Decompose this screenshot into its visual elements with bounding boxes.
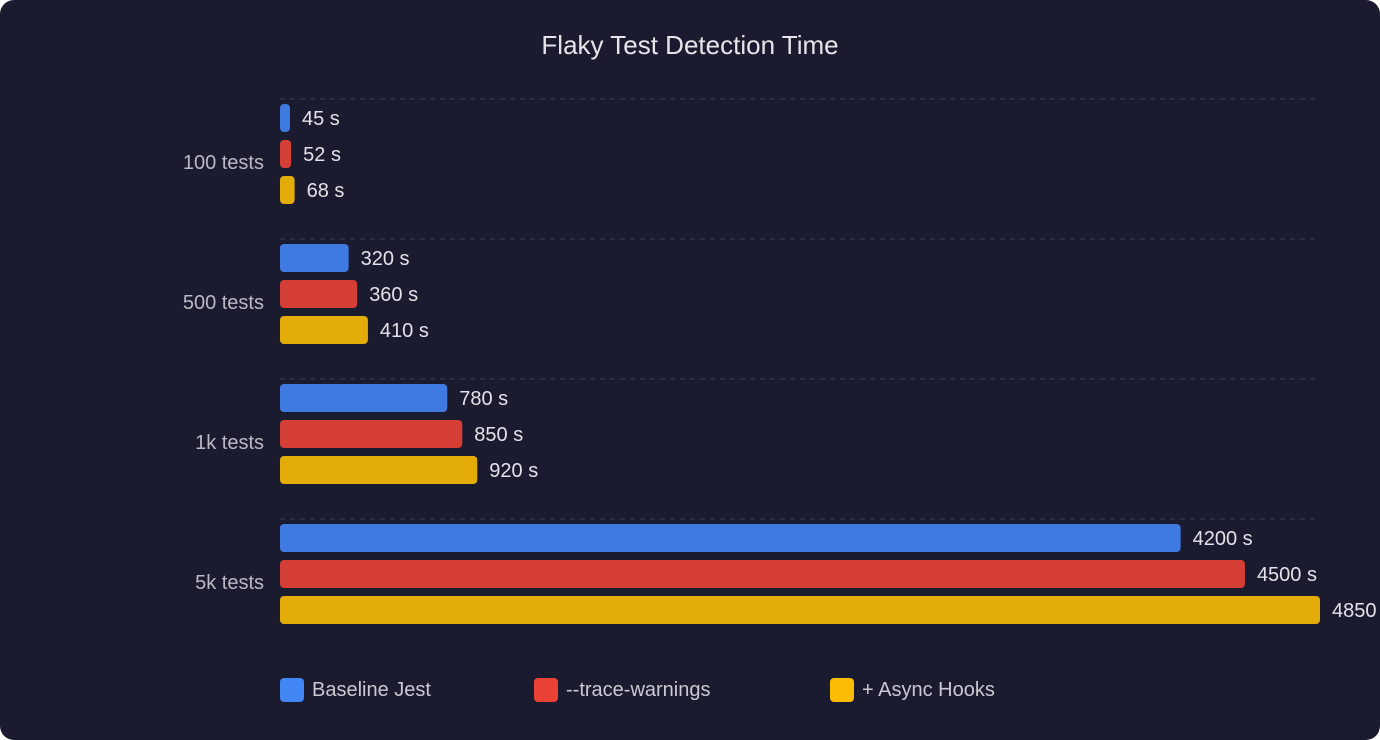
data-label: 360 s — [369, 284, 418, 306]
data-label: 410 s — [380, 320, 429, 342]
data-label: 68 s — [307, 180, 345, 202]
data-label: 4850 s — [1332, 600, 1380, 622]
bar-1-3 — [280, 560, 1245, 588]
data-label: 920 s — [489, 460, 538, 482]
bar-1-0 — [280, 140, 292, 168]
data-label: 850 s — [474, 424, 523, 446]
legend-label: --trace-warnings — [566, 678, 711, 701]
category-label: 500 tests — [183, 292, 264, 314]
legend-item-async-hooks[interactable]: + Async Hooks — [830, 678, 995, 702]
bar-2-1 — [280, 316, 368, 344]
bar-0-0 — [280, 104, 290, 132]
data-label: 52 s — [303, 144, 341, 166]
data-label: 45 s — [302, 108, 340, 130]
legend-item-trace-warnings[interactable]: --trace-warnings — [534, 678, 710, 702]
chart-title: Flaky Test Detection Time — [541, 30, 839, 60]
category-label: 1k tests — [195, 432, 264, 454]
data-label: 4200 s — [1193, 528, 1253, 550]
legend-swatch — [830, 678, 854, 702]
legend-label: Baseline Jest — [312, 678, 431, 701]
legend-swatch — [280, 678, 304, 702]
data-label: 780 s — [459, 388, 508, 410]
category-label: 5k tests — [195, 572, 264, 594]
bar-2-2 — [280, 456, 478, 484]
bar-0-1 — [280, 244, 349, 272]
bar-0-3 — [280, 524, 1181, 552]
bar-2-0 — [280, 176, 295, 204]
bar-1-1 — [280, 280, 358, 308]
data-label: 4500 s — [1257, 564, 1317, 586]
category-label: 100 tests — [183, 152, 264, 174]
bar-2-3 — [280, 596, 1320, 624]
legend-swatch — [534, 678, 558, 702]
bar-1-2 — [280, 420, 463, 448]
data-label: 320 s — [361, 248, 410, 270]
bar-0-2 — [280, 384, 448, 412]
legend-label: + Async Hooks — [862, 678, 995, 701]
legend-item-baseline-jest[interactable]: Baseline Jest — [280, 678, 431, 702]
